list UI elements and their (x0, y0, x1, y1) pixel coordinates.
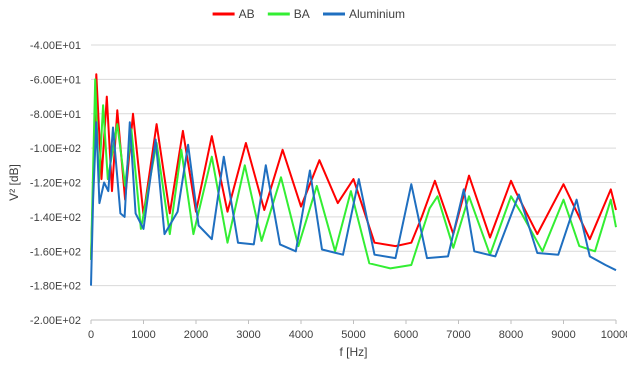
x-tick-label: 1000 (131, 329, 155, 341)
legend: AB BA Aluminium (212, 7, 405, 21)
x-axis-title: f [Hz] (339, 345, 367, 359)
x-tick-label: 4000 (289, 329, 313, 341)
x-tick-label: 3000 (236, 329, 260, 341)
gridlines (91, 44, 616, 287)
x-tick-label: 6000 (394, 329, 418, 341)
legend-label: BA (294, 7, 310, 21)
x-tick-label: 0 (88, 329, 94, 341)
series-line-aluminium (90, 121, 617, 286)
x-tick-label: 10000 (601, 329, 627, 341)
x-tick-label: 5000 (341, 329, 365, 341)
y-axis-title: V² [dB] (7, 164, 21, 201)
y-tick-label: -4.00E+01 (30, 40, 81, 52)
legend-label: Aluminium (349, 7, 405, 21)
x-axis-ticks: 0 1000 2000 3000 4000 5000 6000 7000 8000 9000 100… (88, 320, 627, 341)
y-tick-label: -1.60E+02 (30, 246, 81, 258)
legend-label: AB (239, 7, 255, 21)
y-tick-label: -1.20E+02 (30, 178, 81, 190)
y-tick-label: -1.80E+02 (30, 281, 81, 293)
x-tick-label: 8000 (499, 329, 523, 341)
x-tick-label: 7000 (446, 329, 470, 341)
x-tick-label: 9000 (551, 329, 575, 341)
series-lines (90, 73, 617, 286)
series-line-ba (90, 78, 617, 270)
y-tick-label: -1.00E+02 (30, 143, 81, 155)
y-tick-label: -8.00E+01 (30, 109, 81, 121)
y-tick-label: -2.00E+02 (30, 315, 81, 327)
y-tick-label: -6.00E+01 (30, 74, 81, 86)
y-axis-ticks: -2.00E+02 -1.80E+02 -1.60E+02 -1.40E+02 -1.2… (30, 40, 81, 327)
y-tick-label: -1.40E+02 (30, 212, 81, 224)
x-tick-label: 2000 (184, 329, 208, 341)
